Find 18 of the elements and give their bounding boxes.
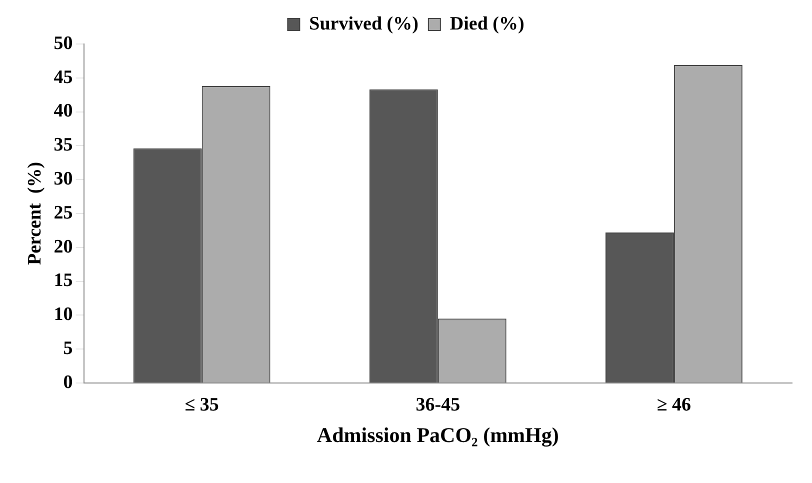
x-tick-label: ≤ 35 [184,394,219,416]
y-tick-label: 10 [54,304,73,326]
y-tick-label: 25 [54,202,73,224]
x-axis-title: Admission PaCO₂ (mmHg) [316,422,559,447]
y-axis-title: Percent (%) [24,162,46,266]
y-tick-label: 0 [63,372,73,393]
x-tick-label: ≥ 46 [656,394,692,416]
legend-label: Died (%) [450,13,524,34]
y-tick-label: 30 [54,168,73,190]
y-tick-label: 50 [54,32,73,54]
y-tick-label: 35 [54,134,73,156]
legend-label: Survived (%) [309,13,418,34]
y-tick-label: 40 [54,100,73,122]
y-tick-label: 15 [54,270,73,292]
y-tick-label: 5 [63,338,73,360]
x-tick-label: 36-45 [416,394,460,416]
y-tick-label: 45 [54,66,73,88]
y-tick-label: 20 [54,236,73,258]
